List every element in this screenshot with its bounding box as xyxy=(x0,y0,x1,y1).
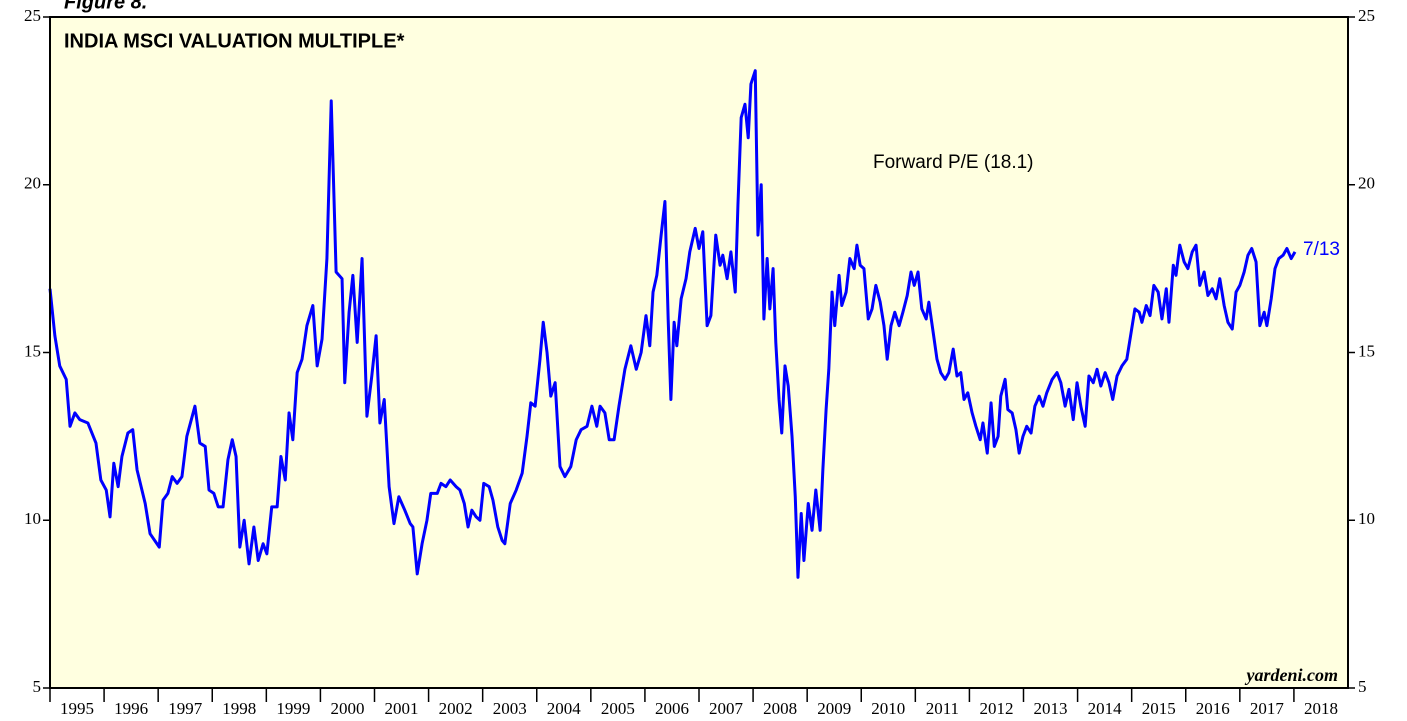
x-tick-label: 1999 xyxy=(276,699,310,718)
x-tick-label: 2016 xyxy=(1196,699,1230,718)
x-tick-label: 2015 xyxy=(1142,699,1176,718)
x-tick-label: 2001 xyxy=(385,699,419,718)
x-tick-label: 2007 xyxy=(709,699,744,718)
x-tick-label: 2004 xyxy=(547,699,582,718)
series-layer xyxy=(48,69,1297,579)
x-tick-label: 2008 xyxy=(763,699,797,718)
y-tick-label: 10 xyxy=(24,509,41,528)
x-tick-label: 2014 xyxy=(1088,699,1123,718)
y-tick-label: 5 xyxy=(33,677,42,696)
x-tick-label: 2006 xyxy=(655,699,689,718)
series-line xyxy=(48,69,1297,579)
x-tick-label: 2009 xyxy=(817,699,851,718)
x-tick-label: 2011 xyxy=(926,699,959,718)
y-tick-label: 25 xyxy=(24,6,41,25)
source-label: yardeni.com xyxy=(1245,665,1339,685)
x-tick-label: 1997 xyxy=(168,699,203,718)
end-label: 7/13 xyxy=(1303,239,1340,260)
x-tick-label: 2002 xyxy=(439,699,473,718)
x-tick-label: 2012 xyxy=(979,699,1013,718)
x-tick-label: 2005 xyxy=(601,699,635,718)
x-tick-label: 2010 xyxy=(871,699,905,718)
series-label: Forward P/E (18.1) xyxy=(873,152,1034,173)
x-tick-label: 1998 xyxy=(222,699,256,718)
x-tick-label: 2018 xyxy=(1304,699,1338,718)
y-tick-label: 20 xyxy=(24,174,41,193)
plot-background xyxy=(50,17,1348,688)
x-tick-label: 2000 xyxy=(330,699,364,718)
y-tick-label: 15 xyxy=(24,341,41,360)
figure-label: Figure 8. xyxy=(64,0,147,13)
x-tick-label: 1996 xyxy=(114,699,148,718)
x-tick-label: 2003 xyxy=(493,699,527,718)
x-tick-label: 2013 xyxy=(1034,699,1068,718)
y2-tick-label: 5 xyxy=(1358,677,1367,696)
plot-frame xyxy=(49,16,1349,689)
chart-title: INDIA MSCI VALUATION MULTIPLE* xyxy=(64,30,405,52)
axes: 5 5 10 10 15 15 20 20 25 25 1995 1996 1997 1998 1999 20… xyxy=(24,6,1375,718)
y2-tick-label: 20 xyxy=(1358,174,1375,193)
y2-tick-label: 25 xyxy=(1358,6,1375,25)
x-tick-label: 1995 xyxy=(60,699,94,718)
y2-tick-label: 15 xyxy=(1358,341,1375,360)
y2-tick-label: 10 xyxy=(1358,509,1375,528)
x-tick-label: 2017 xyxy=(1250,699,1285,718)
